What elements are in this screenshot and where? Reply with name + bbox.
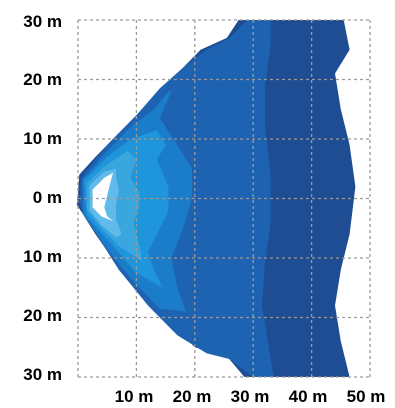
grid-layer: [77, 19, 371, 378]
y-tick-label-20-bottom: 20 m: [23, 306, 62, 325]
contour-level-7: [92, 172, 113, 222]
x-tick-label-10: 10 m: [115, 387, 154, 406]
y-tick-label-0: 0 m: [33, 188, 62, 207]
y-tick-label-30-bottom: 30 m: [23, 365, 62, 384]
y-axis-tick-labels: 30 m 20 m 10 m 0 m 10 m 20 m 30 m: [23, 12, 62, 384]
y-tick-label-10-bottom: 10 m: [23, 247, 62, 266]
y-tick-label-20-top: 20 m: [23, 70, 62, 89]
x-axis-tick-labels: 10 m 20 m 30 m 40 m 50 m: [115, 387, 386, 406]
y-tick-label-30-top: 30 m: [23, 12, 62, 31]
x-tick-label-50: 50 m: [347, 387, 386, 406]
x-tick-label-40: 40 m: [289, 387, 328, 406]
y-tick-label-10-top: 10 m: [23, 129, 62, 148]
x-tick-label-30: 30 m: [231, 387, 270, 406]
x-tick-label-20: 20 m: [173, 387, 212, 406]
